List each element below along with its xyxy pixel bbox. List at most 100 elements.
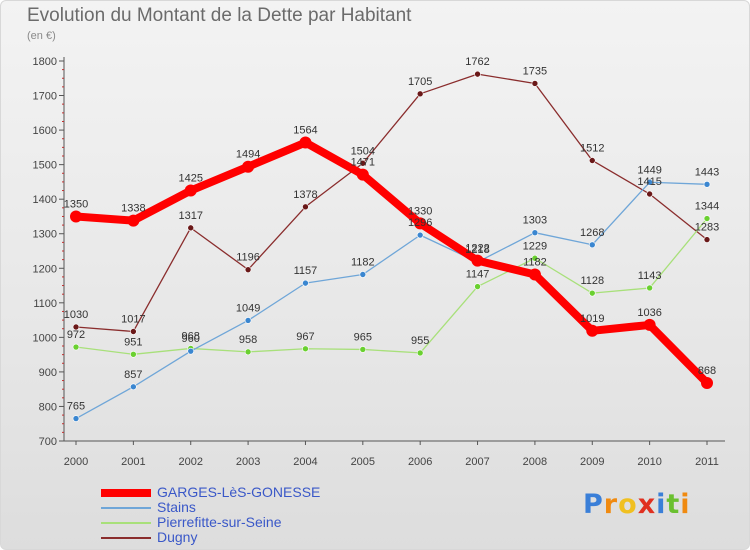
data-point <box>359 346 367 353</box>
y-tick-label: 900 <box>39 367 57 379</box>
data-point <box>646 190 653 198</box>
data-point <box>416 90 424 98</box>
data-point <box>184 184 197 197</box>
data-label: 1330 <box>408 205 432 217</box>
legend-swatch <box>101 536 151 539</box>
logo-letter: P <box>583 489 604 520</box>
data-label: 960 <box>182 333 200 345</box>
x-tick-label: 2010 <box>637 456 661 468</box>
series-line-3 <box>75 73 708 333</box>
x-tick-label: 2004 <box>293 456 317 468</box>
y-tick-label: 1400 <box>33 194 57 206</box>
chart-title: Evolution du Montant de la Dette par Hab… <box>27 5 412 26</box>
data-label: 868 <box>698 365 716 377</box>
data-label: 1283 <box>695 222 719 234</box>
data-label: 1157 <box>294 265 318 277</box>
data-label: 972 <box>67 329 85 341</box>
data-label: 1338 <box>121 203 145 215</box>
legend-swatch <box>101 488 151 497</box>
data-label: 1036 <box>637 307 661 319</box>
data-label: 1443 <box>695 166 719 178</box>
data-point <box>588 241 596 249</box>
x-tick-label: 2006 <box>408 456 432 468</box>
data-label: 951 <box>124 336 142 348</box>
data-point <box>701 376 713 389</box>
x-tick-label: 2008 <box>523 456 547 468</box>
data-point <box>416 349 424 357</box>
data-label: 765 <box>67 401 85 413</box>
x-tick-label: 2011 <box>695 456 719 468</box>
data-label: 1128 <box>580 275 604 287</box>
legend-swatch <box>101 521 151 524</box>
data-point <box>70 210 82 223</box>
logo-letter: i <box>656 489 667 520</box>
x-tick-label: 2009 <box>580 456 604 468</box>
data-point <box>359 159 367 167</box>
data-label: 1147 <box>466 269 490 281</box>
logo-letter: x <box>637 489 657 520</box>
data-label: 1504 <box>351 145 375 157</box>
data-label: 1415 <box>637 176 661 188</box>
y-tick-label: 800 <box>39 401 57 413</box>
data-point <box>646 284 653 292</box>
y-tick-label: 1100 <box>33 298 57 310</box>
data-label: 958 <box>239 334 257 346</box>
legend-label: Pierrefitte-sur-Seine <box>157 514 282 530</box>
data-point <box>72 323 80 331</box>
series-line-1 <box>75 181 708 420</box>
data-point <box>643 318 656 331</box>
data-label: 968 <box>182 330 200 342</box>
y-tick-label: 1200 <box>33 263 57 275</box>
data-label: 1030 <box>64 309 88 321</box>
x-tick-label: 2007 <box>465 456 489 468</box>
data-label: 1512 <box>580 142 604 154</box>
x-tick-label: 2003 <box>236 456 260 468</box>
legend-label: GARGES-LèS-GONESSE <box>157 484 321 500</box>
y-tick-label: 1500 <box>33 160 57 172</box>
data-label: 1017 <box>121 313 145 325</box>
chart-subtitle: (en €) <box>27 30 56 42</box>
data-label: 1705 <box>408 76 432 88</box>
data-point <box>242 160 255 173</box>
data-label: 1268 <box>580 227 604 239</box>
data-point <box>244 317 252 324</box>
data-label: 1229 <box>523 240 547 252</box>
data-label: 857 <box>124 369 142 381</box>
data-label: 1317 <box>178 210 202 222</box>
legend: GARGES-LèS-GONESSE Stains Pierrefitte-sur-… <box>101 485 320 545</box>
y-tick-label: 1300 <box>33 229 57 241</box>
data-label: 1049 <box>236 302 260 314</box>
legend-label: Dugny <box>157 529 198 545</box>
data-point <box>302 279 309 287</box>
data-point <box>302 345 309 353</box>
data-point <box>474 70 481 78</box>
data-label: 1222 <box>465 243 489 255</box>
data-label: 1350 <box>64 198 88 210</box>
data-label: 967 <box>296 331 314 343</box>
data-point <box>130 383 137 391</box>
data-point <box>72 415 80 422</box>
data-point <box>528 268 541 281</box>
y-tick-label: 1000 <box>33 332 57 344</box>
data-point <box>302 203 309 211</box>
data-point <box>130 328 137 335</box>
legend-label: Stains <box>157 499 196 515</box>
data-label: 1494 <box>236 149 260 161</box>
data-point <box>187 224 195 232</box>
data-label: 1303 <box>523 215 547 227</box>
data-label: 1425 <box>178 173 202 185</box>
logo-letter: i <box>680 489 691 520</box>
y-tick-label: 1700 <box>33 91 57 103</box>
data-point <box>359 271 367 278</box>
x-tick-label: 2002 <box>178 456 202 468</box>
data-label: 1344 <box>695 201 719 213</box>
series-line-2 <box>75 217 708 355</box>
data-label: 1735 <box>523 65 547 77</box>
x-tick-label: 2005 <box>351 456 375 468</box>
data-label: 1378 <box>293 189 317 201</box>
data-point <box>474 283 481 290</box>
data-label: 1762 <box>465 56 489 68</box>
data-point <box>416 231 424 239</box>
logo-letter: o <box>618 489 638 520</box>
